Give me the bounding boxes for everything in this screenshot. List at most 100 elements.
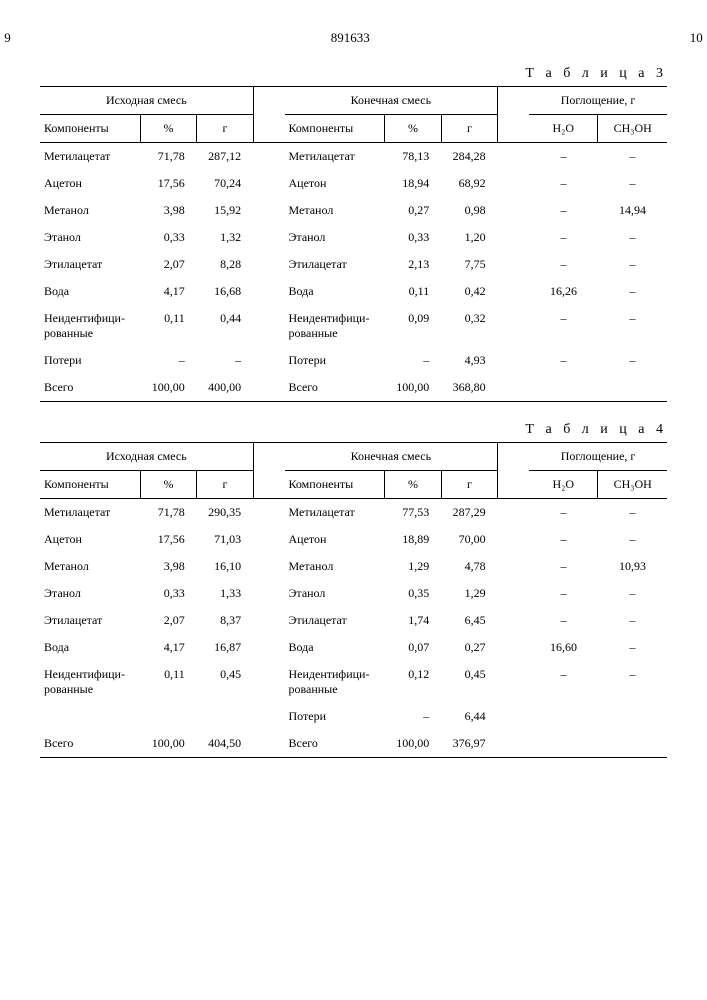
col-grams-2: г [441, 115, 497, 143]
cell [498, 143, 529, 171]
cell: Всего [40, 374, 140, 402]
cell: – [529, 305, 598, 347]
table-row: Потери–6,44 [40, 703, 667, 730]
cell: Всего [40, 730, 140, 758]
cell [598, 730, 667, 758]
cell: Вода [40, 634, 140, 661]
cell [498, 251, 529, 278]
cell: 284,28 [441, 143, 497, 171]
cell: – [529, 526, 598, 553]
cell [529, 703, 598, 730]
cell: Вода [285, 634, 385, 661]
cell: – [598, 634, 667, 661]
cell: 3,98 [140, 553, 196, 580]
document-number: 891633 [331, 30, 370, 46]
cell: – [598, 143, 667, 171]
page-number-left: 9 [4, 30, 11, 46]
group-header-initial: Исходная смесь [40, 443, 253, 471]
cell [253, 607, 284, 634]
cell: 16,10 [197, 553, 253, 580]
table-row: Неидентифици-рованные0,110,45Неидентифиц… [40, 661, 667, 703]
cell: 10,93 [598, 553, 667, 580]
cell: 8,37 [197, 607, 253, 634]
table-row: Метилацетат71,78287,12Метилацетат78,1328… [40, 143, 667, 171]
cell: 0,45 [441, 661, 497, 703]
col-components-2: Компоненты [285, 115, 385, 143]
cell [197, 703, 253, 730]
table-3: Исходная смесь Конечная смесь Поглощение… [40, 86, 667, 402]
cell [498, 347, 529, 374]
cell: 1,32 [197, 224, 253, 251]
cell: 6,45 [441, 607, 497, 634]
cell: – [529, 224, 598, 251]
cell: 287,12 [197, 143, 253, 171]
cell: – [598, 580, 667, 607]
cell: Вода [40, 278, 140, 305]
cell: 17,56 [140, 526, 196, 553]
cell: Всего [285, 374, 385, 402]
cell: 1,29 [441, 580, 497, 607]
cell: 0,45 [197, 661, 253, 703]
cell: 18,94 [385, 170, 441, 197]
cell: Метилацетат [40, 143, 140, 171]
cell: 368,80 [441, 374, 497, 402]
cell: – [598, 499, 667, 527]
cell: – [598, 607, 667, 634]
col-percent-2: % [385, 471, 441, 499]
cell: Вода [285, 278, 385, 305]
cell: 14,94 [598, 197, 667, 224]
cell [498, 197, 529, 224]
cell: – [598, 278, 667, 305]
cell: 0,33 [140, 224, 196, 251]
cell [253, 661, 284, 703]
table-row: Ацетон17,5671,03Ацетон18,8970,00–– [40, 526, 667, 553]
cell: 0,33 [385, 224, 441, 251]
table-4: Исходная смесь Конечная смесь Поглощение… [40, 442, 667, 758]
cell: 290,35 [197, 499, 253, 527]
cell: 0,27 [441, 634, 497, 661]
cell: Ацетон [40, 526, 140, 553]
cell: 400,00 [197, 374, 253, 402]
cell: – [529, 347, 598, 374]
cell: – [529, 553, 598, 580]
cell: 17,56 [140, 170, 196, 197]
cell: – [385, 347, 441, 374]
cell: Этанол [285, 224, 385, 251]
table-4-body: Метилацетат71,78290,35Метилацетат77,5328… [40, 499, 667, 758]
col-grams-1: г [197, 471, 253, 499]
col-grams-1: г [197, 115, 253, 143]
cell [498, 224, 529, 251]
cell [140, 703, 196, 730]
cell: 77,53 [385, 499, 441, 527]
cell: 15,92 [197, 197, 253, 224]
table-row: Вода4,1716,68Вода0,110,4216,26– [40, 278, 667, 305]
col-grams-2: г [441, 471, 497, 499]
cell [529, 730, 598, 758]
cell: 0,11 [385, 278, 441, 305]
cell: – [529, 499, 598, 527]
cell [253, 374, 284, 402]
col-percent-1: % [140, 471, 196, 499]
cell: 2,07 [140, 607, 196, 634]
table-row: Потери––Потери–4,93–– [40, 347, 667, 374]
cell [498, 553, 529, 580]
cell: 8,28 [197, 251, 253, 278]
cell: 16,87 [197, 634, 253, 661]
col-h2o: H₂O [529, 471, 598, 499]
table-row: Этанол0,331,32Этанол0,331,20–– [40, 224, 667, 251]
cell [498, 499, 529, 527]
cell: – [529, 170, 598, 197]
cell: Этанол [285, 580, 385, 607]
cell [253, 703, 284, 730]
cell: 0,32 [441, 305, 497, 347]
cell [253, 526, 284, 553]
table-row: Метилацетат71,78290,35Метилацетат77,5328… [40, 499, 667, 527]
cell: Неидентифици-рованные [40, 661, 140, 703]
cell: Неидентифици-рованные [285, 305, 385, 347]
group-header-initial: Исходная смесь [40, 87, 253, 115]
col-components-1: Компоненты [40, 471, 140, 499]
cell: 4,78 [441, 553, 497, 580]
table-row: Вода4,1716,87Вода0,070,2716,60– [40, 634, 667, 661]
cell: 16,26 [529, 278, 598, 305]
cell: Неидентифици-рованные [285, 661, 385, 703]
